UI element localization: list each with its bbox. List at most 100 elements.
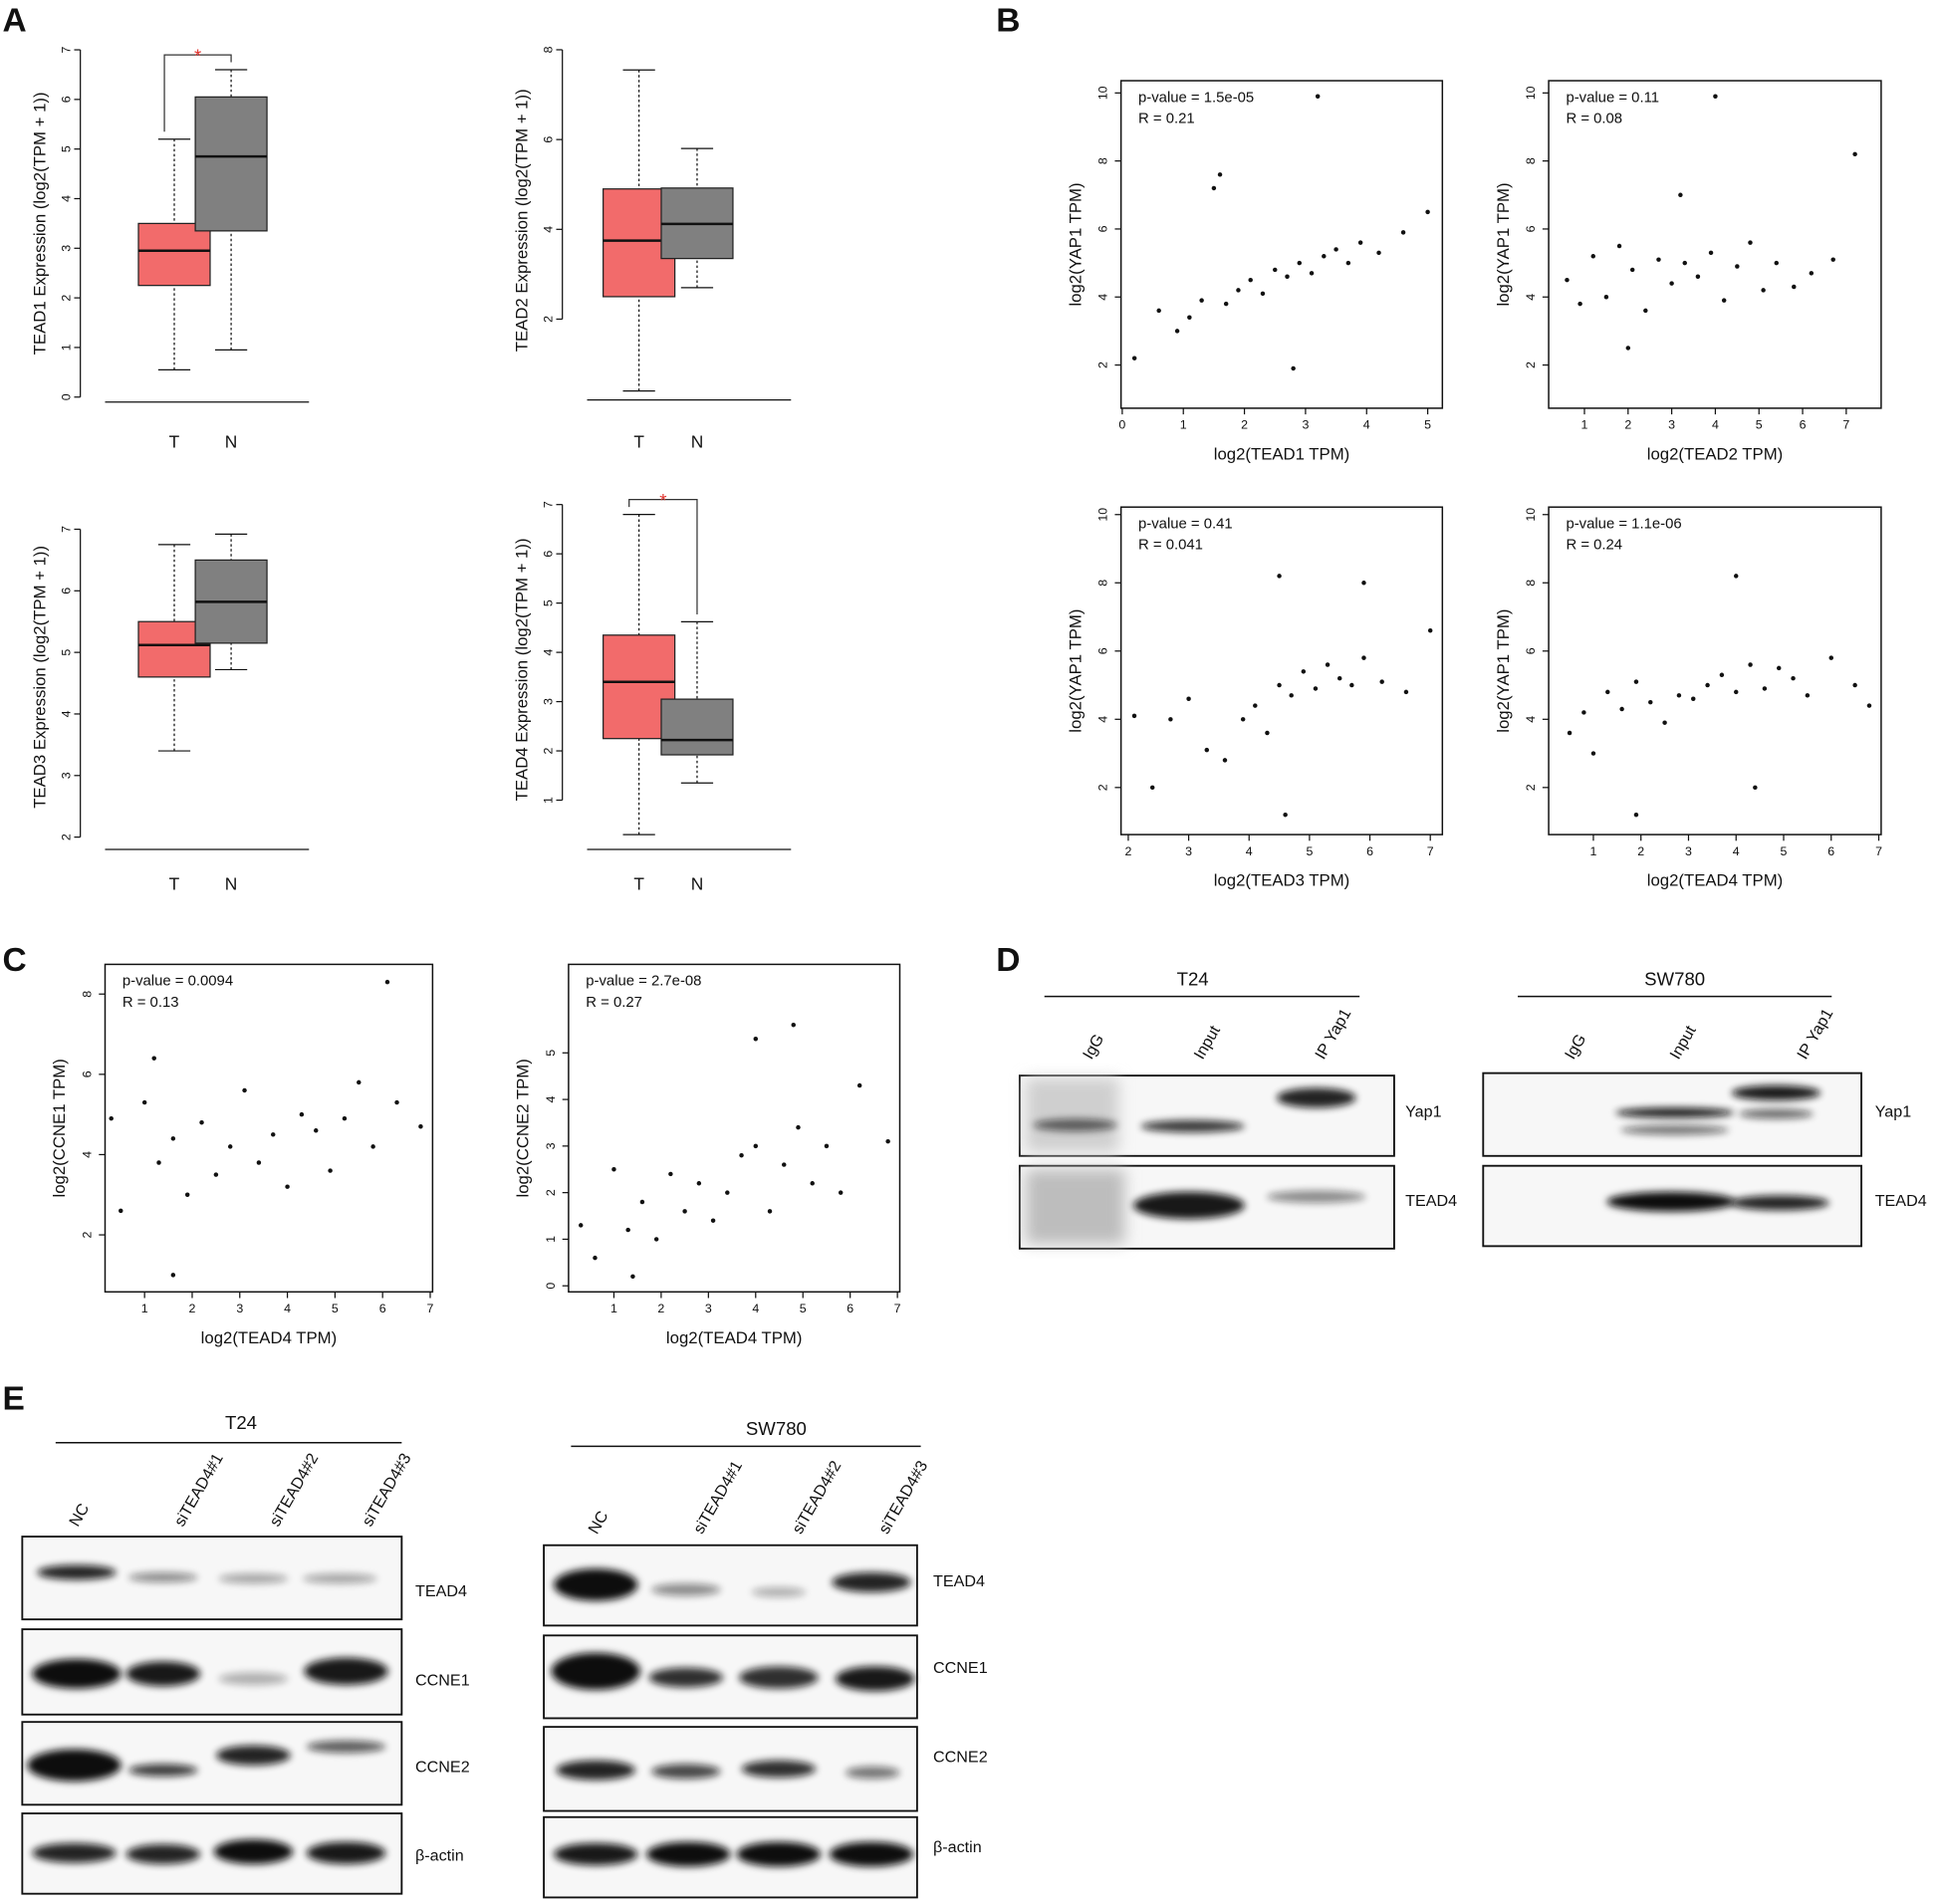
point [1204,747,1210,753]
point [1590,254,1595,259]
point [1662,720,1667,725]
point [1131,356,1137,360]
box [137,222,211,287]
x-tick-label: 7 [1842,418,1849,432]
lane-label: Input [1190,1022,1224,1063]
point [1223,301,1229,307]
y-tick-label: 0 [59,393,73,400]
significance-bracket [163,54,232,132]
x-tick-label: 3 [1302,418,1309,432]
point [1719,672,1725,678]
point [1309,271,1315,276]
y-tick-label: 7 [59,526,73,533]
annotation: p-value = 2.7e-08 [586,974,701,990]
lane-label: IP Yap1 [1312,1006,1354,1063]
point [184,1192,190,1197]
box [660,698,734,756]
point [1774,260,1779,266]
protein-label: CCNE2 [415,1758,470,1776]
panel-label: B [996,3,1020,40]
x-tick-label: 1 [1581,418,1588,432]
y-tick-label: 10 [1524,86,1538,100]
point [1577,301,1582,307]
point [1648,699,1653,705]
x-tick-label: 4 [752,1302,759,1315]
plot-frame [1548,80,1882,409]
x-tick-label: 2 [189,1302,196,1315]
y-tick-label: 7 [59,46,73,53]
point [1708,250,1714,256]
point [1643,308,1648,314]
point [753,1037,759,1042]
point [1277,574,1282,579]
point [810,1181,815,1186]
point [1852,682,1857,688]
y-tick-label: 10 [1096,508,1110,522]
plot-frame [1119,506,1444,835]
y-axis-label: TEAD4 Expression (log2(TPM + 1)) [512,538,531,801]
annotation: p-value = 0.0094 [122,974,233,990]
y-tick-label: 4 [1096,716,1110,723]
point [199,1119,204,1125]
point [1809,271,1815,276]
point [593,1255,598,1261]
point [1361,655,1366,660]
point [1581,710,1586,715]
point [1427,627,1433,633]
point [1174,329,1180,334]
point [1357,240,1363,245]
significance-mark: * [659,490,666,511]
point [1379,679,1384,684]
y-tick-label: 3 [541,698,555,705]
point [151,1056,156,1061]
point [1629,267,1635,273]
point [1735,264,1740,269]
blot-e [21,1441,921,1899]
x-tick-label: 4 [1363,418,1370,432]
point [156,1160,161,1165]
point [630,1274,635,1280]
point [1322,254,1327,259]
lane-label: siTEAD4#3 [359,1450,414,1530]
cell-line-label: SW780 [746,1418,807,1439]
point [682,1209,687,1214]
x-axis-label: log2(TEAD4 TPM) [201,1328,338,1347]
protein-label: TEAD4 [1875,1192,1927,1210]
y-axis-label: TEAD1 Expression (log2(TPM + 1)) [30,92,49,355]
y-tick-label: 2 [1096,784,1110,791]
point [1199,298,1204,303]
point [1603,295,1609,300]
point [1691,696,1696,701]
x-tick-label: 6 [1366,844,1373,858]
x-tick-label: 4 [1712,418,1719,432]
point [1830,257,1835,262]
y-tick-label: 6 [1524,225,1538,232]
point [1678,192,1683,198]
point [1748,240,1753,245]
panel-label: A [2,3,26,40]
point [1240,717,1246,722]
point [1852,151,1857,157]
x-tick-label: 7 [1427,844,1434,858]
y-tick-label: 8 [1096,157,1110,164]
point [141,1099,147,1105]
x-tick-label: 5 [800,1302,807,1315]
y-tick-label: 6 [59,588,73,595]
y-axis-label: log2(YAP1 TPM) [1066,182,1085,306]
y-tick-label: 2 [541,316,555,323]
panel-label: D [996,942,1020,979]
y-tick-label: 10 [1096,86,1110,100]
point [342,1115,348,1121]
x-tick-label: 1 [141,1302,148,1315]
point [1400,230,1406,235]
y-tick-label: 4 [541,226,555,233]
point [170,1273,176,1278]
point [1713,94,1718,99]
point [1149,785,1155,791]
x-axis-label: log2(TEAD1 TPM) [1214,445,1350,464]
point [394,1099,399,1105]
y-tick-label: 1 [541,797,555,804]
x-tick-label: 6 [379,1302,386,1315]
x-tick-label: 3 [236,1302,243,1315]
y-axis-label: log2(YAP1 TPM) [1494,182,1513,306]
